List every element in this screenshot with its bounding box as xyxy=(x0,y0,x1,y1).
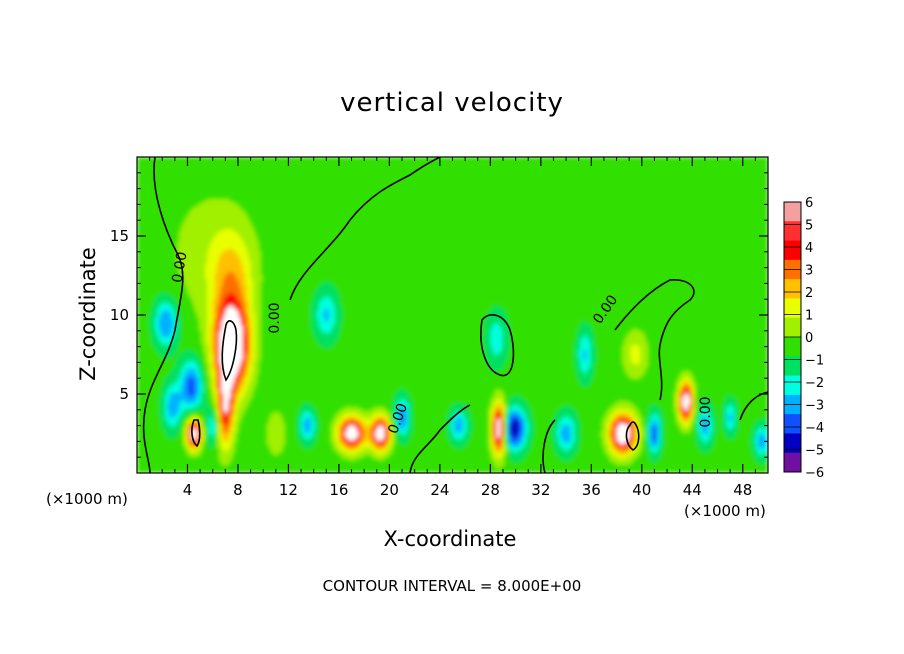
colorbar-swatch xyxy=(784,356,801,376)
x-tick-label: 8 xyxy=(233,481,243,499)
contour-line xyxy=(480,314,515,377)
contour-line xyxy=(625,421,640,451)
colorbar-swatch xyxy=(784,240,801,261)
contour-line xyxy=(142,157,184,473)
colorbar-tick-label: 6 xyxy=(805,196,813,211)
x-tick-label: 48 xyxy=(733,481,752,499)
x-tick-label: 36 xyxy=(582,481,601,499)
colorbar-swatch xyxy=(784,375,801,396)
x-tick-label: 4 xyxy=(183,481,193,499)
colorbar-tick-label: −1 xyxy=(805,354,824,369)
colorbar-tick-label: 5 xyxy=(805,219,813,234)
colorbar-tick-label: 3 xyxy=(805,264,813,279)
contour-line xyxy=(191,419,201,448)
y-axis: 5 10 15 xyxy=(110,172,768,458)
colorbar-swatch xyxy=(784,221,801,241)
x-tick-label: 44 xyxy=(683,481,702,499)
contour-line xyxy=(739,391,768,421)
colorbar-tick-label: 2 xyxy=(805,286,813,301)
colorbar-swatch xyxy=(784,298,801,319)
contour-line xyxy=(289,157,441,301)
heatmap-image xyxy=(137,157,768,473)
colorbar-tick-label: −2 xyxy=(805,376,824,391)
colorbar-swatch xyxy=(784,433,801,454)
contour-label: 0.00 xyxy=(267,302,283,333)
heatmap-field xyxy=(137,157,768,473)
y-axis-label: Z-coordinate xyxy=(76,247,100,381)
y-tick-label: 5 xyxy=(119,385,129,403)
contour-line xyxy=(614,279,695,401)
contour-line xyxy=(542,419,556,473)
colorbar-tick-label: −6 xyxy=(805,466,824,481)
contour-line xyxy=(409,404,471,473)
colorbar-swatch xyxy=(784,337,801,357)
x-tick-label: 20 xyxy=(380,481,399,499)
x-tick-label: 12 xyxy=(279,481,298,499)
y-tick-label: 10 xyxy=(110,306,129,324)
colorbar-tick-label: 1 xyxy=(805,309,813,324)
colorbar: 6 5 4 3 2 1 0 −1 −2 −3 −4 −5 −6 xyxy=(783,196,824,481)
colorbar-tick-label: −4 xyxy=(805,421,824,436)
contour-interval-note: CONTOUR INTERVAL = 8.000E+00 xyxy=(322,577,582,595)
x-tick-label: 24 xyxy=(430,481,449,499)
colorbar-tick-label: −3 xyxy=(805,399,824,414)
x-axis-label: X-coordinate xyxy=(383,527,517,551)
colorbar-swatch xyxy=(784,414,801,434)
colorbar-tick-label: −5 xyxy=(805,444,824,459)
x-axis: 4 8 12 16 20 24 28 32 36 40 44 48 xyxy=(149,157,756,499)
contour-label: 0.00 xyxy=(698,396,714,427)
y-tick-label: 15 xyxy=(110,227,129,245)
x-tick-label: 32 xyxy=(531,481,550,499)
colorbar-tick-label: 0 xyxy=(805,331,813,346)
contour-label: 0.00 xyxy=(169,251,190,284)
y-axis-units: (×1000 m) xyxy=(46,490,128,508)
colorbar-swatch xyxy=(784,279,801,299)
x-tick-label: 40 xyxy=(632,481,651,499)
x-tick-label: 16 xyxy=(329,481,348,499)
colorbar-swatch xyxy=(784,202,801,222)
colorbar-tick-label: 4 xyxy=(805,241,813,256)
chart-title: vertical velocity xyxy=(340,88,564,118)
colorbar-swatch xyxy=(784,317,801,338)
contour-line xyxy=(221,320,238,382)
zero-contours xyxy=(142,157,768,473)
colorbar-swatch xyxy=(784,452,801,473)
x-tick-label: 28 xyxy=(481,481,500,499)
x-axis-units: (×1000 m) xyxy=(684,502,766,520)
